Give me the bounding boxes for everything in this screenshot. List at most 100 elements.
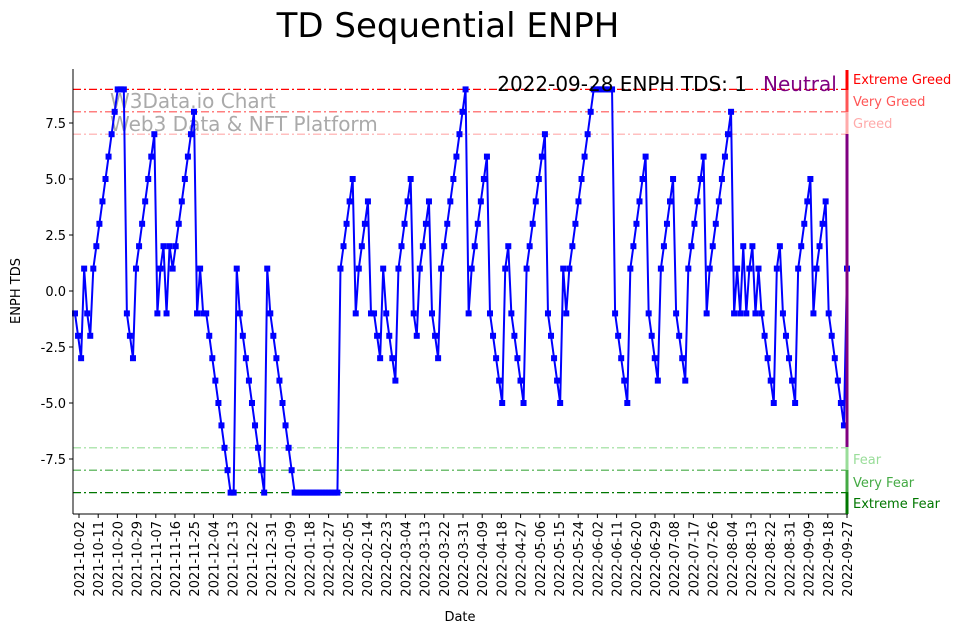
data-point [401, 220, 408, 227]
data-point [752, 310, 759, 317]
data-point [90, 265, 97, 272]
data-point [551, 355, 558, 362]
data-point [435, 355, 442, 362]
data-point [331, 489, 338, 496]
data-point [377, 355, 384, 362]
data-point [114, 86, 121, 93]
x-tick-label: 2022-08-13 [745, 521, 760, 597]
data-point [367, 310, 374, 317]
data-point [197, 265, 204, 272]
data-point [258, 467, 265, 474]
level-label: Very Fear [853, 476, 915, 491]
x-tick-label: 2022-03-04 [399, 521, 414, 597]
data-point [633, 220, 640, 227]
data-point [703, 310, 710, 317]
data-point [581, 153, 588, 160]
x-tick-label: 2022-05-06 [534, 521, 549, 597]
data-point [75, 332, 82, 339]
data-point [676, 332, 683, 339]
x-tick-label: 2022-04-09 [476, 521, 491, 597]
x-tick-label: 2022-05-24 [572, 521, 587, 597]
data-point [191, 108, 198, 115]
data-point [596, 86, 603, 93]
data-point [300, 489, 307, 496]
data-point [776, 243, 783, 250]
data-point [273, 355, 280, 362]
y-tick-label: -2.5 [41, 341, 66, 356]
data-point [200, 310, 207, 317]
data-point [358, 243, 365, 250]
data-point [352, 310, 359, 317]
data-point [779, 310, 786, 317]
x-tick-label: 2021-11-07 [150, 521, 165, 597]
data-point [474, 220, 481, 227]
data-point [685, 265, 692, 272]
x-tick-label: 2022-08-04 [726, 521, 741, 597]
data-point [651, 355, 658, 362]
x-tick-label: 2022-03-22 [438, 521, 453, 597]
data-point [609, 86, 616, 93]
data-point [459, 108, 466, 115]
data-point [724, 131, 731, 138]
data-point [505, 243, 512, 250]
data-point [755, 265, 762, 272]
data-point [670, 176, 677, 182]
data-point [96, 220, 103, 227]
data-point [627, 265, 634, 272]
data-point [242, 355, 249, 362]
data-point [792, 400, 799, 406]
data-point [648, 332, 655, 339]
data-point [148, 153, 155, 160]
data-point [526, 243, 533, 250]
data-point [642, 153, 649, 160]
watermark-line-2: Web3 Data & NFT Platform [110, 112, 378, 136]
data-point [630, 243, 637, 250]
data-point [657, 265, 664, 272]
data-point [786, 355, 793, 362]
data-point [72, 310, 78, 317]
y-axis-label: ENPH TDS [9, 258, 24, 324]
level-label: Fear [853, 453, 882, 468]
latest-annotation: 2022-09-28 ENPH TDS: 1 [497, 72, 747, 96]
data-point [392, 377, 399, 384]
data-point [541, 131, 548, 138]
data-point [840, 422, 847, 429]
data-point [535, 176, 542, 182]
data-point [770, 400, 777, 406]
data-point [819, 220, 826, 227]
data-point [407, 176, 414, 182]
data-point [410, 310, 417, 317]
data-point [422, 220, 429, 227]
data-point [520, 400, 527, 406]
data-point [93, 243, 100, 250]
data-point [123, 310, 130, 317]
data-point [285, 444, 292, 451]
data-point [837, 400, 844, 406]
data-point [560, 265, 567, 272]
data-point [496, 377, 503, 384]
data-point [310, 489, 317, 496]
data-point [319, 489, 326, 496]
data-point [129, 355, 136, 362]
x-tick-label: 2022-01-27 [323, 521, 338, 597]
data-point [764, 355, 771, 362]
data-point [178, 198, 185, 205]
data-point [383, 310, 390, 317]
data-point [78, 355, 85, 362]
data-point [584, 131, 591, 138]
data-point [697, 176, 704, 182]
data-point [654, 377, 661, 384]
data-point [447, 198, 454, 205]
x-tick-label: 2021-11-25 [188, 521, 203, 597]
data-point [328, 489, 335, 496]
series-line [74, 88, 848, 494]
data-point [136, 243, 143, 250]
data-point [175, 220, 182, 227]
data-point [486, 310, 493, 317]
level-label: Very Greed [853, 95, 925, 110]
data-point [523, 265, 530, 272]
data-point [184, 153, 191, 160]
data-point [538, 153, 545, 160]
data-point [212, 377, 219, 384]
y-tick-label: 2.5 [45, 229, 66, 244]
